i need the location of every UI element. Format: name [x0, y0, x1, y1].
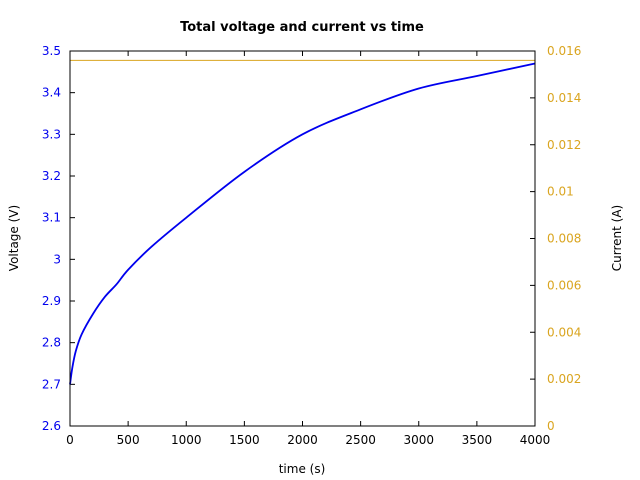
x-tick-label: 2000 — [287, 433, 318, 447]
y-left-tick-label: 2.6 — [42, 419, 61, 433]
voltage-series-line — [69, 62, 536, 385]
y-left-tick-label: 3 — [53, 252, 61, 266]
y-left-tick-label: 2.9 — [42, 294, 61, 308]
y-left-tick-label: 3.1 — [42, 211, 61, 225]
y-right-tick-label: 0.004 — [547, 325, 581, 339]
y-left-tick-label: 3.3 — [42, 127, 61, 141]
y-axis-right-label: Current (A) — [610, 205, 624, 271]
y-right-tick-label: 0.002 — [547, 372, 581, 386]
y-left-tick-label: 2.8 — [42, 336, 61, 350]
x-tick-label: 1500 — [229, 433, 260, 447]
y-right-tick-label: 0.012 — [547, 138, 581, 152]
y-right-tick-label: 0.016 — [547, 44, 581, 58]
y-right-tick-label: 0.014 — [547, 91, 581, 105]
y-axis-left-label: Voltage (V) — [7, 205, 21, 271]
chart-title: Total voltage and current vs time — [180, 20, 424, 35]
y-left-tick-label: 3.5 — [42, 44, 61, 58]
x-tick-label: 2500 — [345, 433, 376, 447]
x-axis-label: time (s) — [279, 462, 326, 476]
x-tick-label: 4000 — [520, 433, 551, 447]
y-right-tick-label: 0.006 — [547, 278, 581, 292]
x-tick-label: 3000 — [403, 433, 434, 447]
x-tick-label: 500 — [117, 433, 140, 447]
y-left-tick-label: 3.4 — [42, 86, 61, 100]
y-right-tick-label: 0 — [547, 419, 555, 433]
x-tick-label: 3500 — [462, 433, 493, 447]
y-right-tick-label: 0.01 — [547, 185, 574, 199]
x-tick-label: 0 — [66, 433, 74, 447]
plot-frame — [69, 50, 536, 427]
x-tick-label: 1000 — [171, 433, 202, 447]
y-left-tick-label: 2.7 — [42, 377, 61, 391]
y-right-tick-label: 0.008 — [547, 232, 581, 246]
y-left-tick-label: 3.2 — [42, 169, 61, 183]
